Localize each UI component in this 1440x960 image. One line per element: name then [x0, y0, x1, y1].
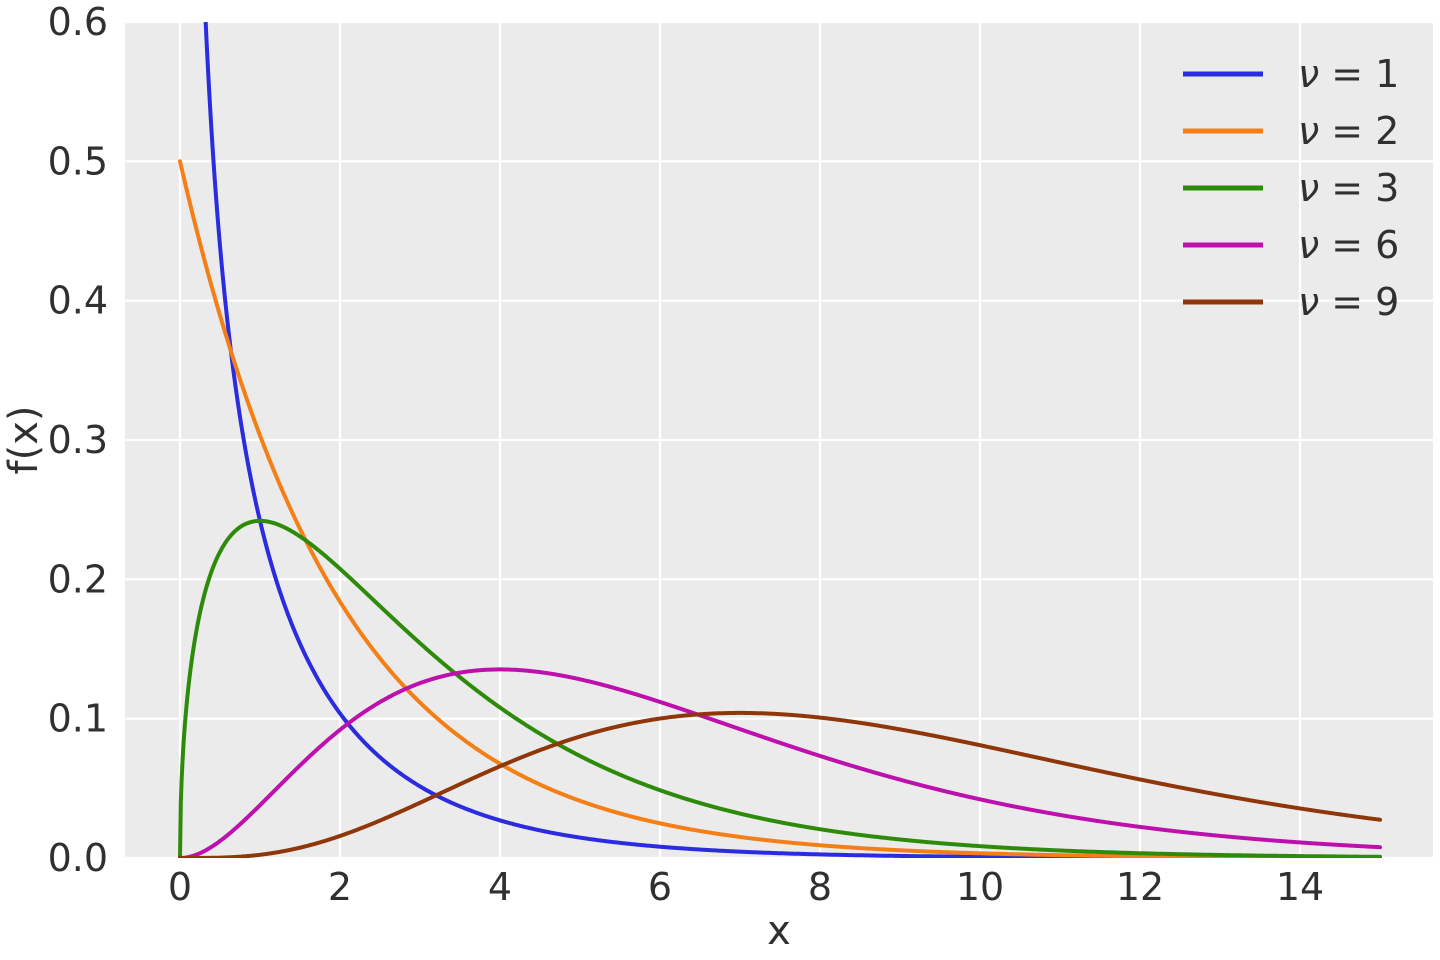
- curve-nu-3: [178, 518, 1382, 858]
- legend-label-value: = 1: [1331, 52, 1399, 96]
- legend-label-value: = 6: [1331, 223, 1399, 267]
- legend-label-symbol: ν: [1298, 166, 1319, 210]
- x-tick-label: 0: [168, 865, 192, 909]
- curve-nu-9: [178, 710, 1382, 858]
- legend-label-value: = 3: [1331, 166, 1399, 210]
- legend-item: ν = 2: [1183, 109, 1399, 153]
- y-tick-label: 0.0: [48, 836, 108, 880]
- legend-label: ν = 3: [1298, 166, 1399, 210]
- x-tick-labels: 0 2 4 6 8 10 12 14: [168, 865, 1324, 909]
- curve-nu-2: [178, 159, 1382, 858]
- y-tick-label: 0.3: [48, 418, 108, 462]
- legend-item: ν = 1: [1183, 52, 1399, 96]
- legend-label: ν = 1: [1298, 52, 1399, 96]
- legend-label-symbol: ν: [1298, 223, 1319, 267]
- legend-item: ν = 6: [1183, 223, 1399, 267]
- x-tick-label: 6: [648, 865, 672, 909]
- y-tick-label: 0.1: [48, 697, 108, 741]
- legend-label-symbol: ν: [1298, 109, 1319, 153]
- y-tick-label: 0.6: [48, 0, 108, 44]
- y-axis-label: f(x): [1, 406, 47, 475]
- x-tick-label: 10: [956, 865, 1004, 909]
- gridlines: [125, 20, 1433, 860]
- y-tick-label: 0.5: [48, 139, 108, 183]
- legend-label: ν = 2: [1298, 109, 1399, 153]
- legend-label-value: = 9: [1331, 280, 1399, 324]
- x-tick-label: 4: [488, 865, 512, 909]
- y-tick-label: 0.4: [48, 279, 108, 323]
- legend-item: ν = 3: [1183, 166, 1399, 210]
- y-tick-labels: 0.0 0.1 0.2 0.3 0.4 0.5 0.6: [48, 0, 108, 880]
- x-tick-label: 12: [1116, 865, 1164, 909]
- legend-label: ν = 9: [1298, 280, 1399, 324]
- legend-item: ν = 9: [1183, 280, 1399, 324]
- legend-label-symbol: ν: [1298, 280, 1319, 324]
- x-tick-label: 8: [808, 865, 832, 909]
- curves: [178, 22, 1382, 858]
- legend-label-value: = 2: [1331, 109, 1399, 153]
- x-tick-label: 14: [1276, 865, 1324, 909]
- legend-label-symbol: ν: [1298, 52, 1319, 96]
- y-tick-label: 0.2: [48, 557, 108, 601]
- legend-label: ν = 6: [1298, 223, 1399, 267]
- legend: ν = 1 ν = 2 ν = 3 ν = 6 ν = 9: [1183, 52, 1399, 324]
- x-tick-label: 2: [328, 865, 352, 909]
- curve-nu-6: [178, 667, 1382, 858]
- x-axis-label: x: [767, 908, 791, 954]
